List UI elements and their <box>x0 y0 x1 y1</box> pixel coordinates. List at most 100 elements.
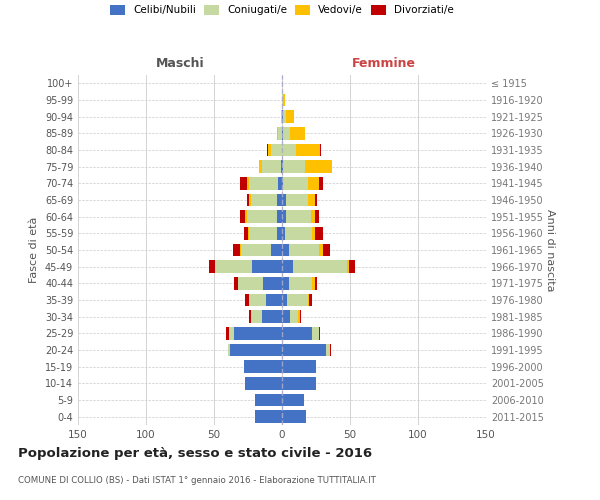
Bar <box>255 410 282 423</box>
Bar <box>319 177 323 190</box>
Bar <box>277 194 282 206</box>
Bar <box>250 194 251 206</box>
Bar <box>277 227 282 239</box>
Text: Maschi: Maschi <box>155 57 205 70</box>
Bar <box>262 310 282 323</box>
Bar <box>282 260 293 273</box>
Bar <box>329 344 331 356</box>
Bar <box>247 194 250 206</box>
Bar <box>282 127 283 140</box>
Bar <box>229 327 235 340</box>
Bar <box>277 127 278 140</box>
Bar <box>241 244 271 256</box>
Bar <box>271 244 282 256</box>
Bar <box>209 260 215 273</box>
Bar <box>244 360 282 373</box>
Bar <box>250 310 251 323</box>
Bar <box>305 160 332 173</box>
Bar <box>263 277 282 289</box>
Bar <box>277 210 282 223</box>
Bar <box>282 294 287 306</box>
Bar <box>215 260 252 273</box>
Y-axis label: Anni di nascita: Anni di nascita <box>545 208 555 291</box>
Bar <box>282 344 326 356</box>
Bar <box>252 260 282 273</box>
Bar <box>311 210 314 223</box>
Bar <box>319 327 320 340</box>
Bar <box>299 310 301 323</box>
Legend: Celibi/Nubili, Coniugati/e, Vedovi/e, Divorziati/e: Celibi/Nubili, Coniugati/e, Vedovi/e, Di… <box>110 5 454 15</box>
Bar <box>286 194 308 206</box>
Bar <box>290 310 298 323</box>
Bar <box>286 110 294 123</box>
Bar <box>245 210 247 223</box>
Bar <box>326 344 329 356</box>
Bar <box>255 394 282 406</box>
Bar <box>314 210 319 223</box>
Bar <box>290 127 305 140</box>
Bar <box>296 144 320 156</box>
Bar <box>323 244 329 256</box>
Bar <box>268 144 271 156</box>
Bar <box>247 210 277 223</box>
Bar <box>293 260 347 273</box>
Bar <box>289 244 319 256</box>
Bar <box>283 94 285 106</box>
Bar <box>282 327 312 340</box>
Bar <box>235 277 238 289</box>
Bar <box>248 227 250 239</box>
Text: Femmine: Femmine <box>352 57 416 70</box>
Bar <box>282 177 283 190</box>
Bar <box>308 294 309 306</box>
Bar <box>319 244 323 256</box>
Bar <box>267 144 268 156</box>
Bar <box>282 394 304 406</box>
Bar <box>298 310 299 323</box>
Bar <box>259 160 262 173</box>
Bar <box>289 277 312 289</box>
Bar <box>308 194 314 206</box>
Bar <box>240 210 245 223</box>
Bar <box>278 127 282 140</box>
Bar <box>314 227 323 239</box>
Bar <box>282 144 296 156</box>
Bar <box>283 160 305 173</box>
Bar <box>230 344 282 356</box>
Y-axis label: Fasce di età: Fasce di età <box>29 217 39 283</box>
Bar <box>312 277 314 289</box>
Bar <box>283 110 286 123</box>
Bar <box>226 327 229 340</box>
Bar <box>262 160 281 173</box>
Bar <box>240 244 241 256</box>
Bar <box>250 177 278 190</box>
Bar <box>314 277 317 289</box>
Bar <box>266 294 282 306</box>
Bar <box>286 210 311 223</box>
Bar <box>283 177 308 190</box>
Text: Popolazione per età, sesso e stato civile - 2016: Popolazione per età, sesso e stato civil… <box>18 448 372 460</box>
Bar <box>282 244 289 256</box>
Bar <box>347 260 349 273</box>
Bar <box>282 160 283 173</box>
Bar <box>247 177 250 190</box>
Bar <box>245 294 250 306</box>
Bar <box>250 227 277 239</box>
Bar <box>282 227 285 239</box>
Bar <box>244 227 248 239</box>
Bar <box>240 177 247 190</box>
Bar <box>251 194 277 206</box>
Bar <box>251 310 262 323</box>
Bar <box>349 260 355 273</box>
Bar <box>282 210 286 223</box>
Bar <box>278 177 282 190</box>
Bar <box>282 360 316 373</box>
Bar <box>282 277 289 289</box>
Bar <box>283 127 290 140</box>
Bar <box>271 144 282 156</box>
Bar <box>285 227 312 239</box>
Bar <box>282 377 316 390</box>
Bar <box>282 310 290 323</box>
Bar <box>282 410 307 423</box>
Bar <box>235 327 282 340</box>
Bar <box>282 94 283 106</box>
